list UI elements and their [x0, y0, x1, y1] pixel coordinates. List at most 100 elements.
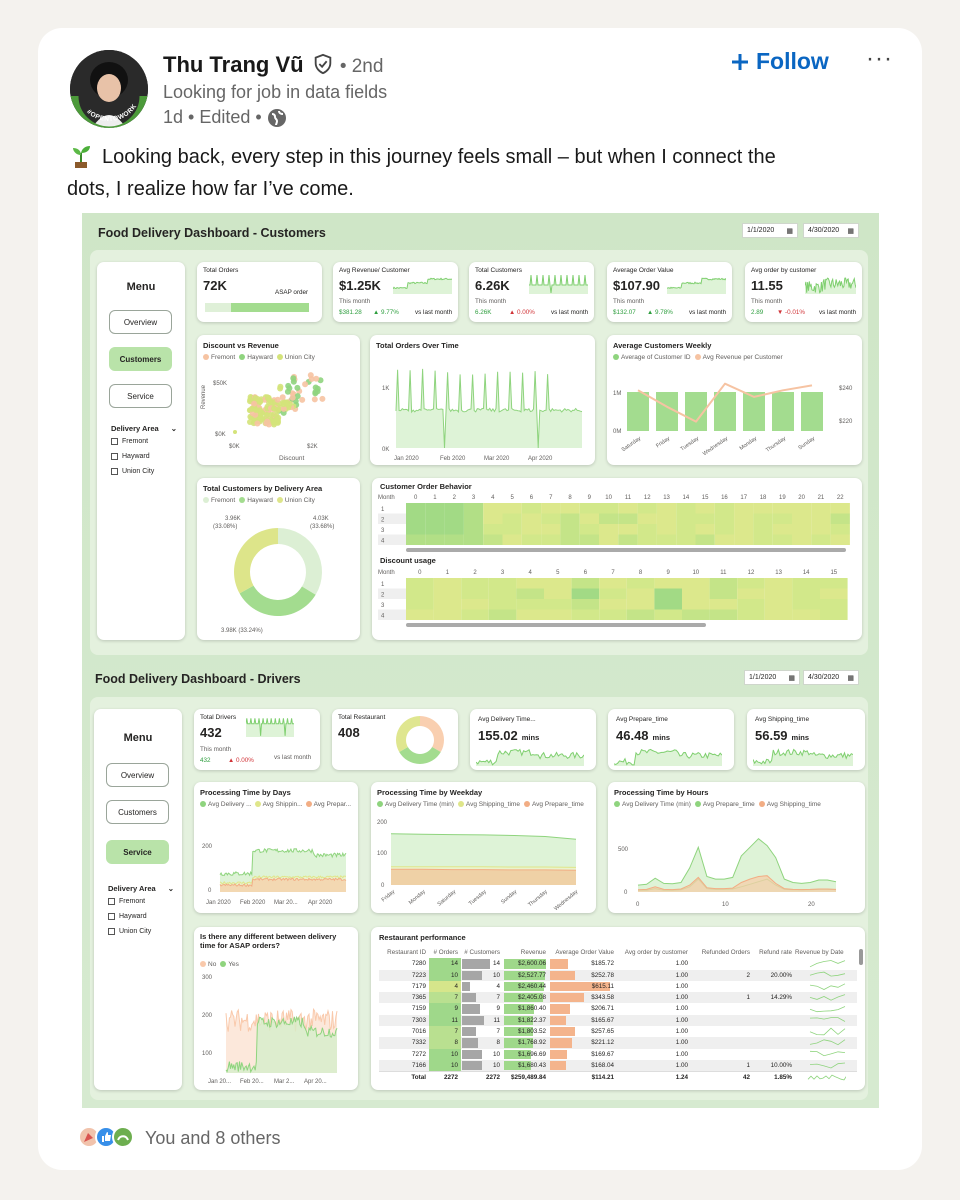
table-body: Restaurant ID # Orders # Customers Revenue A…	[379, 947, 857, 1083]
date-end-picker[interactable]: 4/30/2020 ▦	[803, 670, 859, 685]
heatmap-cell	[676, 524, 696, 535]
checkbox-hayward[interactable]: Hayward	[111, 453, 150, 460]
legend-fremont: Fremont	[203, 354, 235, 361]
column-header[interactable]: Refunded Orders	[701, 949, 750, 956]
author-name-text[interactable]: Thu Trang Vũ	[163, 52, 304, 77]
column-header[interactable]: Revenue by Date	[795, 949, 844, 956]
table-row[interactable]: 7016 7 7 $1,803.52 $257.65 1.00	[379, 1026, 857, 1038]
table-row[interactable]: 7223 10 10 $2,527.77 $252.78 1.00 2 20.00%	[379, 969, 857, 981]
heatmap-cell	[734, 513, 754, 524]
aov-bar	[550, 993, 584, 1003]
plus-icon	[732, 53, 748, 70]
heatmap-cell	[618, 534, 638, 545]
reactions-count[interactable]: You and 8 others	[145, 1128, 281, 1148]
table-scrollbar[interactable]	[859, 949, 863, 965]
cell-value: $257.65	[591, 1028, 614, 1036]
table-row[interactable]: 7332 8 8 $1,768.92 $221.12 1.00	[379, 1037, 857, 1049]
date-start-picker[interactable]: 1/1/2020 ▦	[742, 223, 798, 238]
heatmap-cell	[792, 588, 820, 599]
menu-button-overview[interactable]: Overview	[109, 310, 172, 334]
menu-button-service[interactable]: Service	[106, 840, 169, 864]
checkbox-union-city[interactable]: Union City	[111, 468, 154, 475]
table-row[interactable]: 7272 10 10 $1,696.69 $169.67 1.00	[379, 1048, 857, 1060]
menu-button-service[interactable]: Service	[109, 384, 172, 408]
heatmap-cell	[676, 513, 696, 524]
checkbox-fremont[interactable]: Fremont	[108, 898, 145, 905]
dashboard-image[interactable]: Food Delivery Dashboard - Customers 1/1/…	[82, 213, 879, 1108]
table-row[interactable]: 7280 14 14 $2,600.06 $185.72 1.00	[379, 958, 857, 970]
cell-value: $169.67	[591, 1050, 614, 1058]
column-header: 0	[418, 570, 422, 576]
chart-title: Processing Time by Days	[200, 788, 291, 797]
checkbox-hayward[interactable]: Hayward	[108, 913, 147, 920]
table-cell	[753, 1003, 795, 1014]
table-cell: 1.00	[617, 958, 691, 969]
column-header[interactable]: Refund rate	[759, 949, 792, 956]
column-header[interactable]: Restaurant ID	[387, 949, 426, 956]
cell-value: 14	[492, 960, 500, 968]
checkbox-union-city[interactable]: Union City	[108, 928, 151, 935]
cell-value: $615.11	[591, 982, 614, 990]
author-name[interactable]: Thu Trang Vũ • 2nd	[163, 52, 383, 78]
x-tick: Mar 2020	[484, 456, 510, 462]
table-row[interactable]: 7303 11 11 $1,822.37 $165.67 1.00	[379, 1014, 857, 1027]
table-row[interactable]: 7365 7 7 $2,405.08 $343.58 1.00 1 14.29%	[379, 992, 857, 1004]
avatar[interactable]: #OPENTOWORK	[70, 50, 148, 128]
cell-value: 10	[450, 971, 458, 979]
cell-value: $2,405.08	[517, 994, 546, 1002]
kpi-compare: vs last month	[551, 309, 589, 316]
horizontal-scrollbar[interactable]	[406, 548, 846, 552]
column-header[interactable]: Revenue	[520, 949, 546, 956]
checkbox-box	[108, 913, 115, 920]
bar-wednesday	[714, 392, 736, 431]
delivery-area-filter[interactable]: Delivery Area ⌄	[108, 884, 174, 893]
column-header[interactable]: # Orders	[433, 949, 459, 956]
column-header[interactable]: Average Order Value	[555, 949, 614, 956]
checkbox-fremont[interactable]: Fremont	[111, 438, 148, 445]
delivery-area-filter[interactable]: Delivery Area ⌄	[111, 424, 177, 433]
kpi-compare: vs last month	[274, 754, 312, 761]
menu-button-customers[interactable]: Customers	[109, 347, 172, 371]
menu-button-overview[interactable]: Overview	[106, 763, 169, 787]
menu-button-customers[interactable]: Customers	[106, 800, 169, 824]
table-cell: 4	[429, 980, 461, 993]
cell-value: $2,527.77	[517, 971, 546, 979]
scatter-point	[289, 394, 296, 401]
aov-bar	[550, 959, 569, 969]
cell-value: 1.00	[675, 1016, 688, 1024]
revenue-bar	[504, 1060, 532, 1071]
post-meta-text: 1d • Edited •	[163, 107, 262, 127]
more-icon[interactable]: ···	[866, 45, 893, 72]
table-cell: 7	[461, 1026, 503, 1037]
follow-button[interactable]: Follow	[730, 48, 829, 75]
table-row[interactable]: 7166 10 10 $1,680.43 $168.04 1.00 1 10.00%	[379, 1059, 857, 1072]
heatmap-cell	[406, 609, 434, 620]
heatmap-cell	[737, 588, 765, 599]
table-cell: 1.00	[617, 981, 691, 992]
column-header: 13	[663, 495, 670, 501]
table-cell: 7	[429, 1026, 461, 1038]
y-tick: $50K	[213, 381, 227, 387]
heatmap-cell	[820, 599, 848, 610]
heatmap-cell	[792, 524, 812, 535]
reaction-icons[interactable]	[78, 1126, 134, 1148]
sparkline-line	[805, 276, 856, 294]
avg-revenue-line	[637, 382, 813, 423]
sparkline	[614, 748, 722, 766]
table-row[interactable]: 7159 9 9 $1,860.40 $206.71 1.00	[379, 1003, 857, 1015]
date-start-picker[interactable]: 1/1/2020 ▦	[744, 670, 800, 685]
asap-order-bar-fill	[231, 303, 309, 312]
column-header[interactable]: Avg order by customer	[624, 949, 688, 956]
table-row[interactable]: 7179 4 4 $2,460.44 $615.11 1.00	[379, 980, 857, 993]
table-cell: 14	[429, 958, 461, 970]
sparkline-line	[809, 1050, 846, 1056]
column-header[interactable]: # Customers	[464, 949, 500, 956]
legend-prepare: Avg Prepare_time	[524, 801, 584, 808]
date-end-picker[interactable]: 4/30/2020 ▦	[803, 223, 859, 238]
row-header: Month	[378, 495, 395, 501]
sparkline-line	[614, 748, 722, 766]
horizontal-scrollbar[interactable]	[406, 623, 706, 627]
heatmap-cell	[654, 588, 682, 599]
x-tick: $2K	[307, 444, 318, 450]
table-cell: 1.00	[617, 1026, 691, 1037]
